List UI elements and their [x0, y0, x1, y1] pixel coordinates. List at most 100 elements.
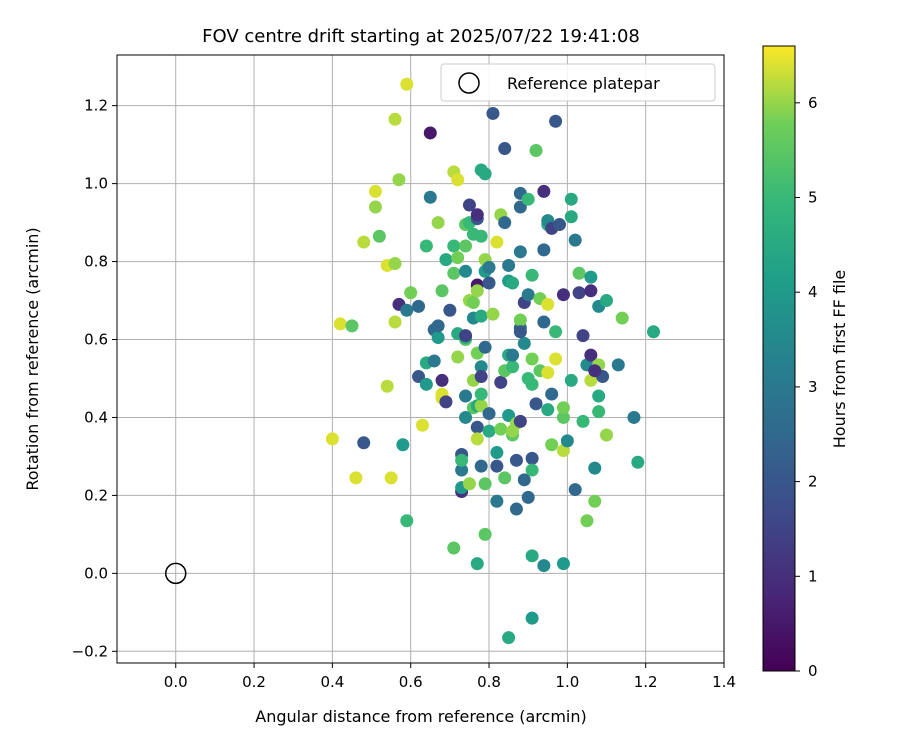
data-point: [498, 471, 512, 485]
data-point: [525, 377, 539, 391]
data-point: [462, 198, 476, 212]
data-point: [380, 379, 394, 393]
data-point: [368, 184, 382, 198]
reference-marker: [164, 562, 187, 585]
data-point: [556, 288, 570, 302]
data-point: [584, 270, 598, 284]
data-point: [435, 284, 449, 298]
data-point: [627, 410, 641, 424]
y-tick-label: 1.0: [84, 175, 108, 193]
colorbar-tick-label: 1: [808, 567, 818, 585]
data-point: [568, 483, 582, 497]
data-point: [490, 494, 504, 508]
data-point: [357, 235, 371, 249]
data-point: [525, 268, 539, 282]
data-point: [431, 216, 445, 230]
data-point: [592, 389, 606, 403]
x-tick-label: 1.4: [712, 673, 736, 691]
data-point: [513, 245, 527, 259]
y-axis-ticks: −0.2 0.0 0.2 0.4 0.6 0.8 1.0 1.2: [72, 97, 117, 660]
data-point: [455, 453, 469, 467]
data-point: [482, 260, 496, 274]
data-point: [537, 243, 551, 257]
data-point: [478, 477, 492, 491]
data-point: [419, 377, 433, 391]
data-point: [509, 453, 523, 467]
x-tick-label: 1.2: [634, 673, 658, 691]
data-point: [490, 446, 504, 460]
data-point: [494, 375, 508, 389]
data-point: [537, 184, 551, 198]
data-point: [584, 348, 598, 362]
data-point: [368, 200, 382, 214]
data-point: [553, 218, 567, 232]
y-tick-label: 0.8: [84, 253, 108, 271]
data-point: [400, 77, 414, 91]
data-point: [572, 266, 586, 280]
data-point: [572, 286, 586, 300]
data-point: [631, 455, 645, 469]
data-point: [541, 403, 555, 417]
y-tick-label: 0.2: [84, 486, 108, 504]
data-point: [506, 360, 520, 374]
data-point: [525, 352, 539, 366]
data-point: [525, 463, 539, 477]
data-point: [478, 167, 492, 181]
data-point: [459, 389, 473, 403]
data-point: [400, 514, 414, 528]
data-point: [521, 192, 535, 206]
data-point: [404, 286, 418, 300]
data-point: [423, 190, 437, 204]
data-point: [549, 352, 563, 366]
data-point: [459, 239, 473, 253]
y-tick-label: 0.6: [84, 331, 108, 349]
data-point: [462, 477, 476, 491]
data-point: [509, 502, 523, 516]
data-point: [521, 490, 535, 504]
data-point: [459, 410, 473, 424]
data-point: [357, 436, 371, 450]
data-point: [388, 257, 402, 271]
data-point: [412, 299, 426, 313]
data-point: [466, 295, 480, 309]
data-point: [556, 401, 570, 415]
data-point: [431, 331, 445, 345]
data-point: [525, 611, 539, 625]
data-point: [502, 258, 516, 272]
data-point: [490, 235, 504, 249]
data-point: [576, 329, 590, 343]
data-point: [584, 284, 598, 298]
colorbar-ticks: 0 1 2 3 4 5 6: [795, 94, 818, 680]
legend-reference-marker: [458, 72, 480, 94]
y-tick-label: 0.0: [84, 564, 108, 582]
data-point: [474, 387, 488, 401]
data-point: [556, 410, 570, 424]
colorbar-label: Hours from first FF file: [830, 270, 849, 449]
data-point: [439, 395, 453, 409]
data-point: [584, 373, 598, 387]
data-point: [529, 397, 543, 411]
data-point: [435, 373, 449, 387]
data-point: [474, 229, 488, 243]
data-point: [588, 494, 602, 508]
data-point: [451, 251, 465, 265]
data-point: [325, 432, 339, 446]
x-tick-label: 0.2: [242, 673, 266, 691]
data-point: [549, 325, 563, 339]
data-point: [521, 288, 535, 302]
data-point: [451, 350, 465, 364]
data-point: [525, 549, 539, 563]
y-axis-label: Rotation from reference (arcmin): [23, 227, 42, 490]
data-point: [349, 471, 363, 485]
data-point: [517, 473, 531, 487]
data-point: [580, 514, 594, 528]
colorbar-tick-label: 6: [808, 94, 818, 112]
data-point: [568, 233, 582, 247]
data-point: [455, 463, 469, 477]
data-point: [560, 434, 574, 448]
legend-box: [440, 63, 716, 102]
data-point: [513, 414, 527, 428]
y-tick-label: 1.2: [84, 97, 108, 115]
data-point: [588, 461, 602, 475]
data-point: [384, 471, 398, 485]
